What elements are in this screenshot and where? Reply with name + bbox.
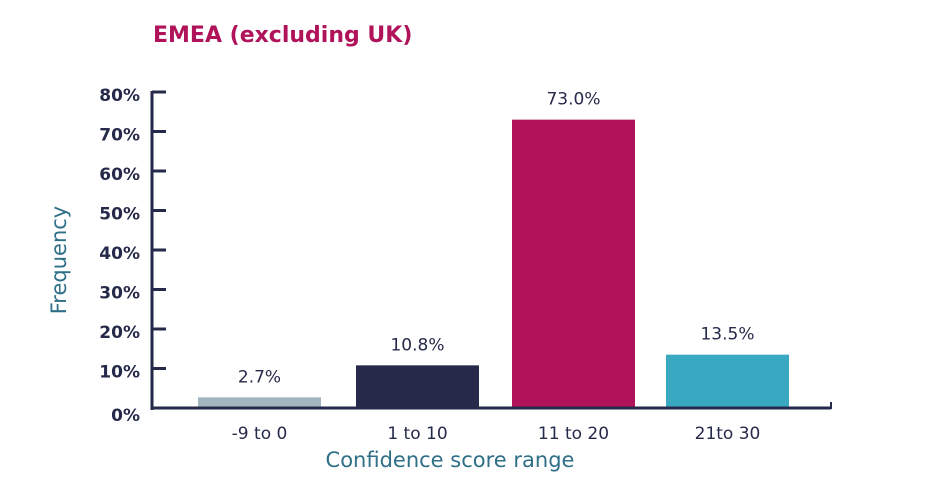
data-label-1: 2.7% <box>238 367 281 387</box>
y-tick-label-80: 80% <box>99 86 140 106</box>
data-label-4: 13.5% <box>700 325 754 345</box>
x-axis-label: Confidence score range <box>326 448 575 472</box>
y-tick-label-0: 0% <box>111 406 140 426</box>
chart-title: EMEA (excluding UK) <box>153 23 412 48</box>
y-tick-label-30: 30% <box>99 284 140 304</box>
y-tick-label-70: 70% <box>99 126 140 146</box>
x-tick-label-3: 11 to 20 <box>538 424 609 444</box>
data-label-2: 10.8% <box>390 335 444 355</box>
x-tick-label-1: -9 to 0 <box>232 424 288 444</box>
y-tick-label-40: 40% <box>99 244 140 264</box>
bar-2 <box>356 365 479 408</box>
bar-3 <box>512 119 635 409</box>
x-tick-label-4: 21to 30 <box>695 424 761 444</box>
bar-1 <box>198 397 321 408</box>
bar-4 <box>666 354 789 408</box>
x-tick-label-2: 1 to 10 <box>387 424 447 444</box>
y-axis-label: Frequency <box>47 206 71 315</box>
y-tick-label-20: 20% <box>99 323 140 343</box>
y-tick-label-50: 50% <box>99 205 140 225</box>
y-tick-label-60: 60% <box>99 165 140 185</box>
y-tick-label-10: 10% <box>99 363 140 383</box>
data-label-3: 73.0% <box>546 90 600 110</box>
